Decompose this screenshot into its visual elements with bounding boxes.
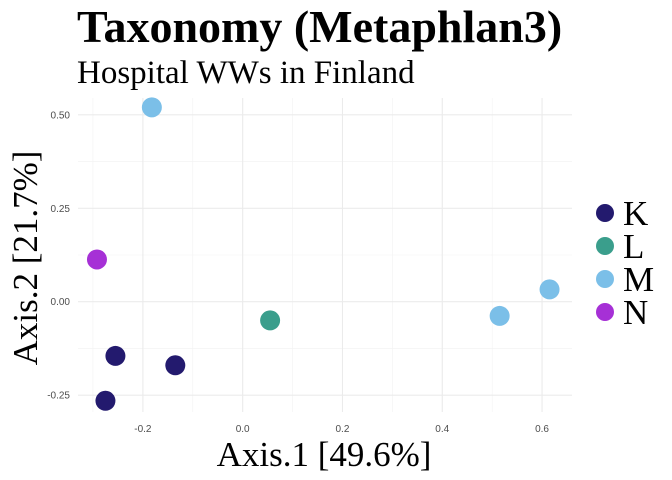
chart-title: Taxonomy (Metaphlan3) (77, 1, 562, 52)
data-point-k (165, 355, 186, 376)
x-tick-label: 0.6 (535, 424, 549, 435)
data-point-l (260, 310, 281, 331)
data-point-n (86, 249, 107, 270)
y-tick-label: 0.25 (51, 204, 71, 215)
legend-label-l: L (623, 227, 644, 266)
data-point-m (539, 279, 560, 300)
legend-label-k: K (623, 194, 648, 233)
chart-subtitle: Hospital WWs in Finland (77, 55, 415, 91)
x-tick-label: 0.4 (435, 424, 449, 435)
legend-key-k (596, 204, 614, 222)
legend-label-m: M (623, 260, 654, 299)
x-tick-label: 0.0 (236, 424, 250, 435)
plot-grid (78, 98, 572, 412)
legend-key-m (596, 270, 614, 288)
y-tick-label: -0.25 (47, 391, 70, 402)
legend-label-n: N (623, 293, 648, 332)
y-tick-label: 0.00 (51, 297, 71, 308)
data-points (86, 97, 560, 411)
data-point-k (105, 345, 126, 366)
data-point-k (95, 390, 116, 411)
x-tick-label: -0.2 (134, 424, 152, 435)
x-axis-ticks: -0.2 0.0 0.2 0.4 0.6 (134, 424, 549, 435)
x-tick-label: 0.2 (336, 424, 350, 435)
data-point-m (489, 305, 510, 326)
y-axis-title: Axis.2 [21.7%] (6, 151, 45, 366)
y-axis-ticks: -0.25 0.00 0.25 0.50 (47, 110, 70, 401)
data-point-m (141, 97, 162, 118)
y-tick-label: 0.50 (51, 110, 71, 121)
legend-key-l (596, 237, 614, 255)
legend-key-n (596, 303, 614, 321)
x-axis-title: Axis.1 [49.6%] (217, 435, 432, 474)
